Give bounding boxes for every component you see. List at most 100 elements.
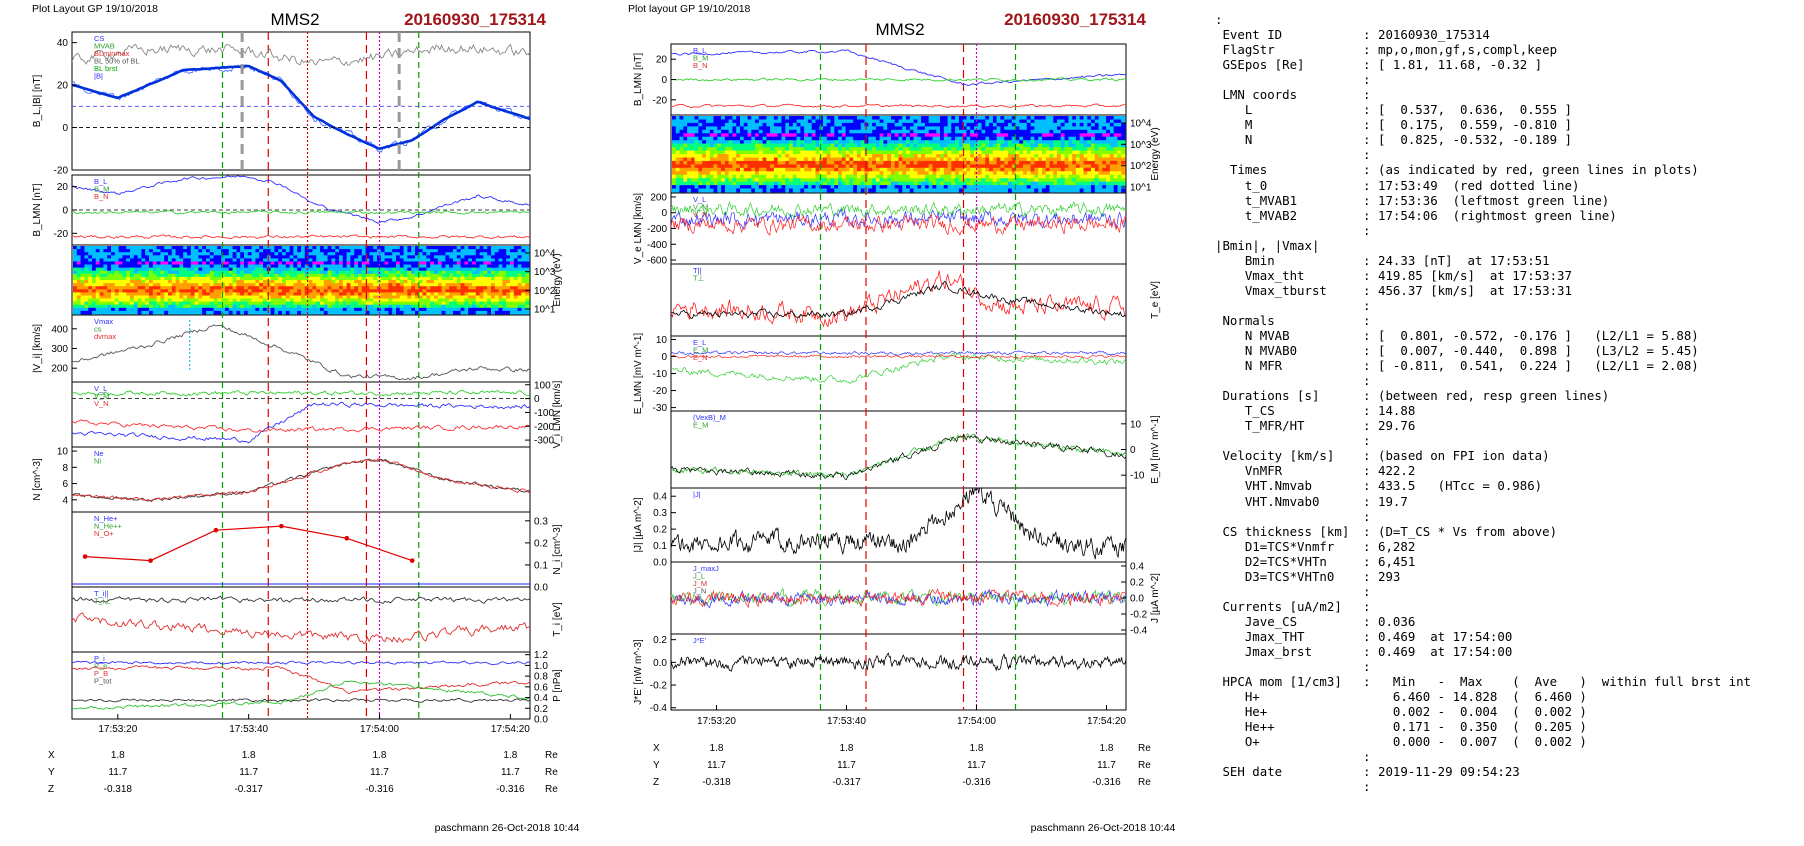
middle-spectrogram-cell [834, 178, 838, 182]
middle-spectrogram-cell [914, 175, 918, 179]
ephem-label: X [48, 750, 55, 761]
middle-spectrogram-cell [676, 116, 680, 120]
left-spectrogram-cell [100, 252, 104, 256]
middle-spectrogram-cell [842, 164, 846, 168]
left-spectrogram-cell [343, 271, 347, 275]
left-spectrogram-cell [468, 283, 472, 287]
middle-spectrogram-cell [797, 164, 801, 168]
middle-spectrogram-cell [816, 158, 820, 162]
middle-spectrogram-cell [676, 126, 680, 130]
left-spectrogram-cell [518, 280, 522, 284]
middle-spectrogram-cell [808, 126, 812, 130]
left-spectrogram-cell [518, 265, 522, 269]
left-spectrogram-cell [244, 258, 248, 262]
middle-spectrogram-cell [906, 189, 910, 193]
left-spectrogram-cell [400, 286, 404, 290]
left-spectrogram-cell [396, 265, 400, 269]
middle-spectrogram-cell [800, 140, 804, 144]
middle-spectrogram-cell [819, 161, 823, 165]
left-spectrogram-cell [423, 255, 427, 258]
middle-spectrogram-cell [849, 147, 853, 151]
middle-spectrogram-cell [770, 175, 774, 179]
middle-spectrogram-cell [891, 164, 895, 168]
middle-spectrogram-cell [744, 120, 748, 124]
middle-spectrogram-cell [1031, 161, 1035, 165]
left-spectrogram-cell [476, 308, 480, 312]
middle-spectrogram-cell [857, 126, 861, 130]
middle-spectrogram-cell [782, 147, 786, 151]
left-spectrogram-cell [278, 292, 282, 296]
middle-spectrogram-cell [691, 178, 695, 182]
axis-tick-label: 0 [62, 123, 68, 134]
left-spectrogram-cell [506, 262, 510, 266]
ephem-value: 11.7 [370, 767, 389, 778]
left-spectrogram-cell [362, 308, 366, 312]
bl-component-line [72, 176, 530, 224]
left-spectrogram-cell [301, 283, 305, 287]
middle-spectrogram-cell [691, 161, 695, 165]
left-spectrogram-cell [255, 296, 259, 300]
left-spectrogram-cell [392, 268, 396, 272]
left-spectrogram-cell [419, 286, 423, 290]
left-spectrogram-cell [472, 249, 476, 253]
middle-spectrogram-cell [857, 182, 861, 186]
middle-spectrogram-cell [725, 164, 729, 168]
middle-spectrogram-cell [744, 182, 748, 186]
middle-spectrogram-cell [989, 140, 993, 144]
middle-spectrogram-cell [702, 158, 706, 162]
middle-spectrogram-cell [951, 126, 955, 130]
left-spectrogram-cell [191, 246, 195, 250]
left-spectrogram-cell [278, 299, 282, 303]
left-spectrogram-cell [297, 258, 301, 262]
left-spectrogram-cell [388, 308, 392, 312]
left-spectrogram-cell [514, 280, 518, 284]
left-spectrogram-cell [198, 311, 202, 315]
left-spectrogram-cell [366, 262, 370, 266]
middle-spectrogram-cell [714, 144, 718, 148]
middle-spectrogram-cell [797, 151, 801, 155]
middle-spectrogram-cell [732, 120, 736, 124]
middle-spectrogram-cell [997, 175, 1001, 179]
middle-spectrogram-cell [676, 171, 680, 175]
middle-spectrogram-cell [823, 189, 827, 193]
middle-spectrogram-cell [982, 175, 986, 179]
left-spectrogram-cell [172, 299, 176, 303]
middle-spectrogram-cell [906, 182, 910, 186]
middle-spectrogram-cell [978, 185, 982, 189]
middle-spectrogram-cell [849, 178, 853, 182]
middle-spectrogram-cell [853, 116, 857, 120]
left-spectrogram-cell [263, 268, 267, 272]
middle-spectrogram-cell [891, 182, 895, 186]
left-spectrogram-cell [149, 255, 153, 258]
left-spectrogram-cell [149, 265, 153, 269]
left-spectrogram-cell [350, 255, 354, 258]
middle-spectrogram-cell [676, 164, 680, 168]
left-spectrogram-cell [286, 265, 290, 269]
left-spectrogram-cell [525, 249, 529, 253]
left-spectrogram-cell [324, 271, 328, 275]
left-spectrogram-cell [164, 311, 168, 315]
middle-spectrogram-cell [876, 116, 880, 120]
middle-spectrogram-cell [853, 144, 857, 148]
middle-spectrogram-cell [748, 178, 752, 182]
middle-spectrogram-cell [955, 123, 959, 127]
left-spectrogram-cell [445, 296, 449, 300]
left-spectrogram-cell [191, 296, 195, 300]
middle-spectrogram-cell [846, 144, 850, 148]
left-spectrogram-cell [445, 268, 449, 272]
middle-spectrogram-cell [695, 123, 699, 127]
middle-spectrogram-cell [955, 120, 959, 124]
left-spectrogram-cell [172, 268, 176, 272]
middle-spectrogram-cell [789, 120, 793, 124]
middle-spectrogram-cell [993, 171, 997, 175]
left-spectrogram-cell [335, 286, 339, 290]
middle-event-title: 20160930_175314 [1004, 10, 1146, 29]
middle-spectrogram-cell [816, 151, 820, 155]
middle-spectrogram-cell [842, 182, 846, 186]
middle-spectrogram-cell [823, 140, 827, 144]
middle-spectrogram-cell [883, 154, 887, 158]
middle-spectrogram-cell [687, 171, 691, 175]
middle-spectrogram-cell [842, 126, 846, 130]
middle-spectrogram-cell [672, 130, 676, 134]
middle-spectrogram-cell [917, 161, 921, 165]
